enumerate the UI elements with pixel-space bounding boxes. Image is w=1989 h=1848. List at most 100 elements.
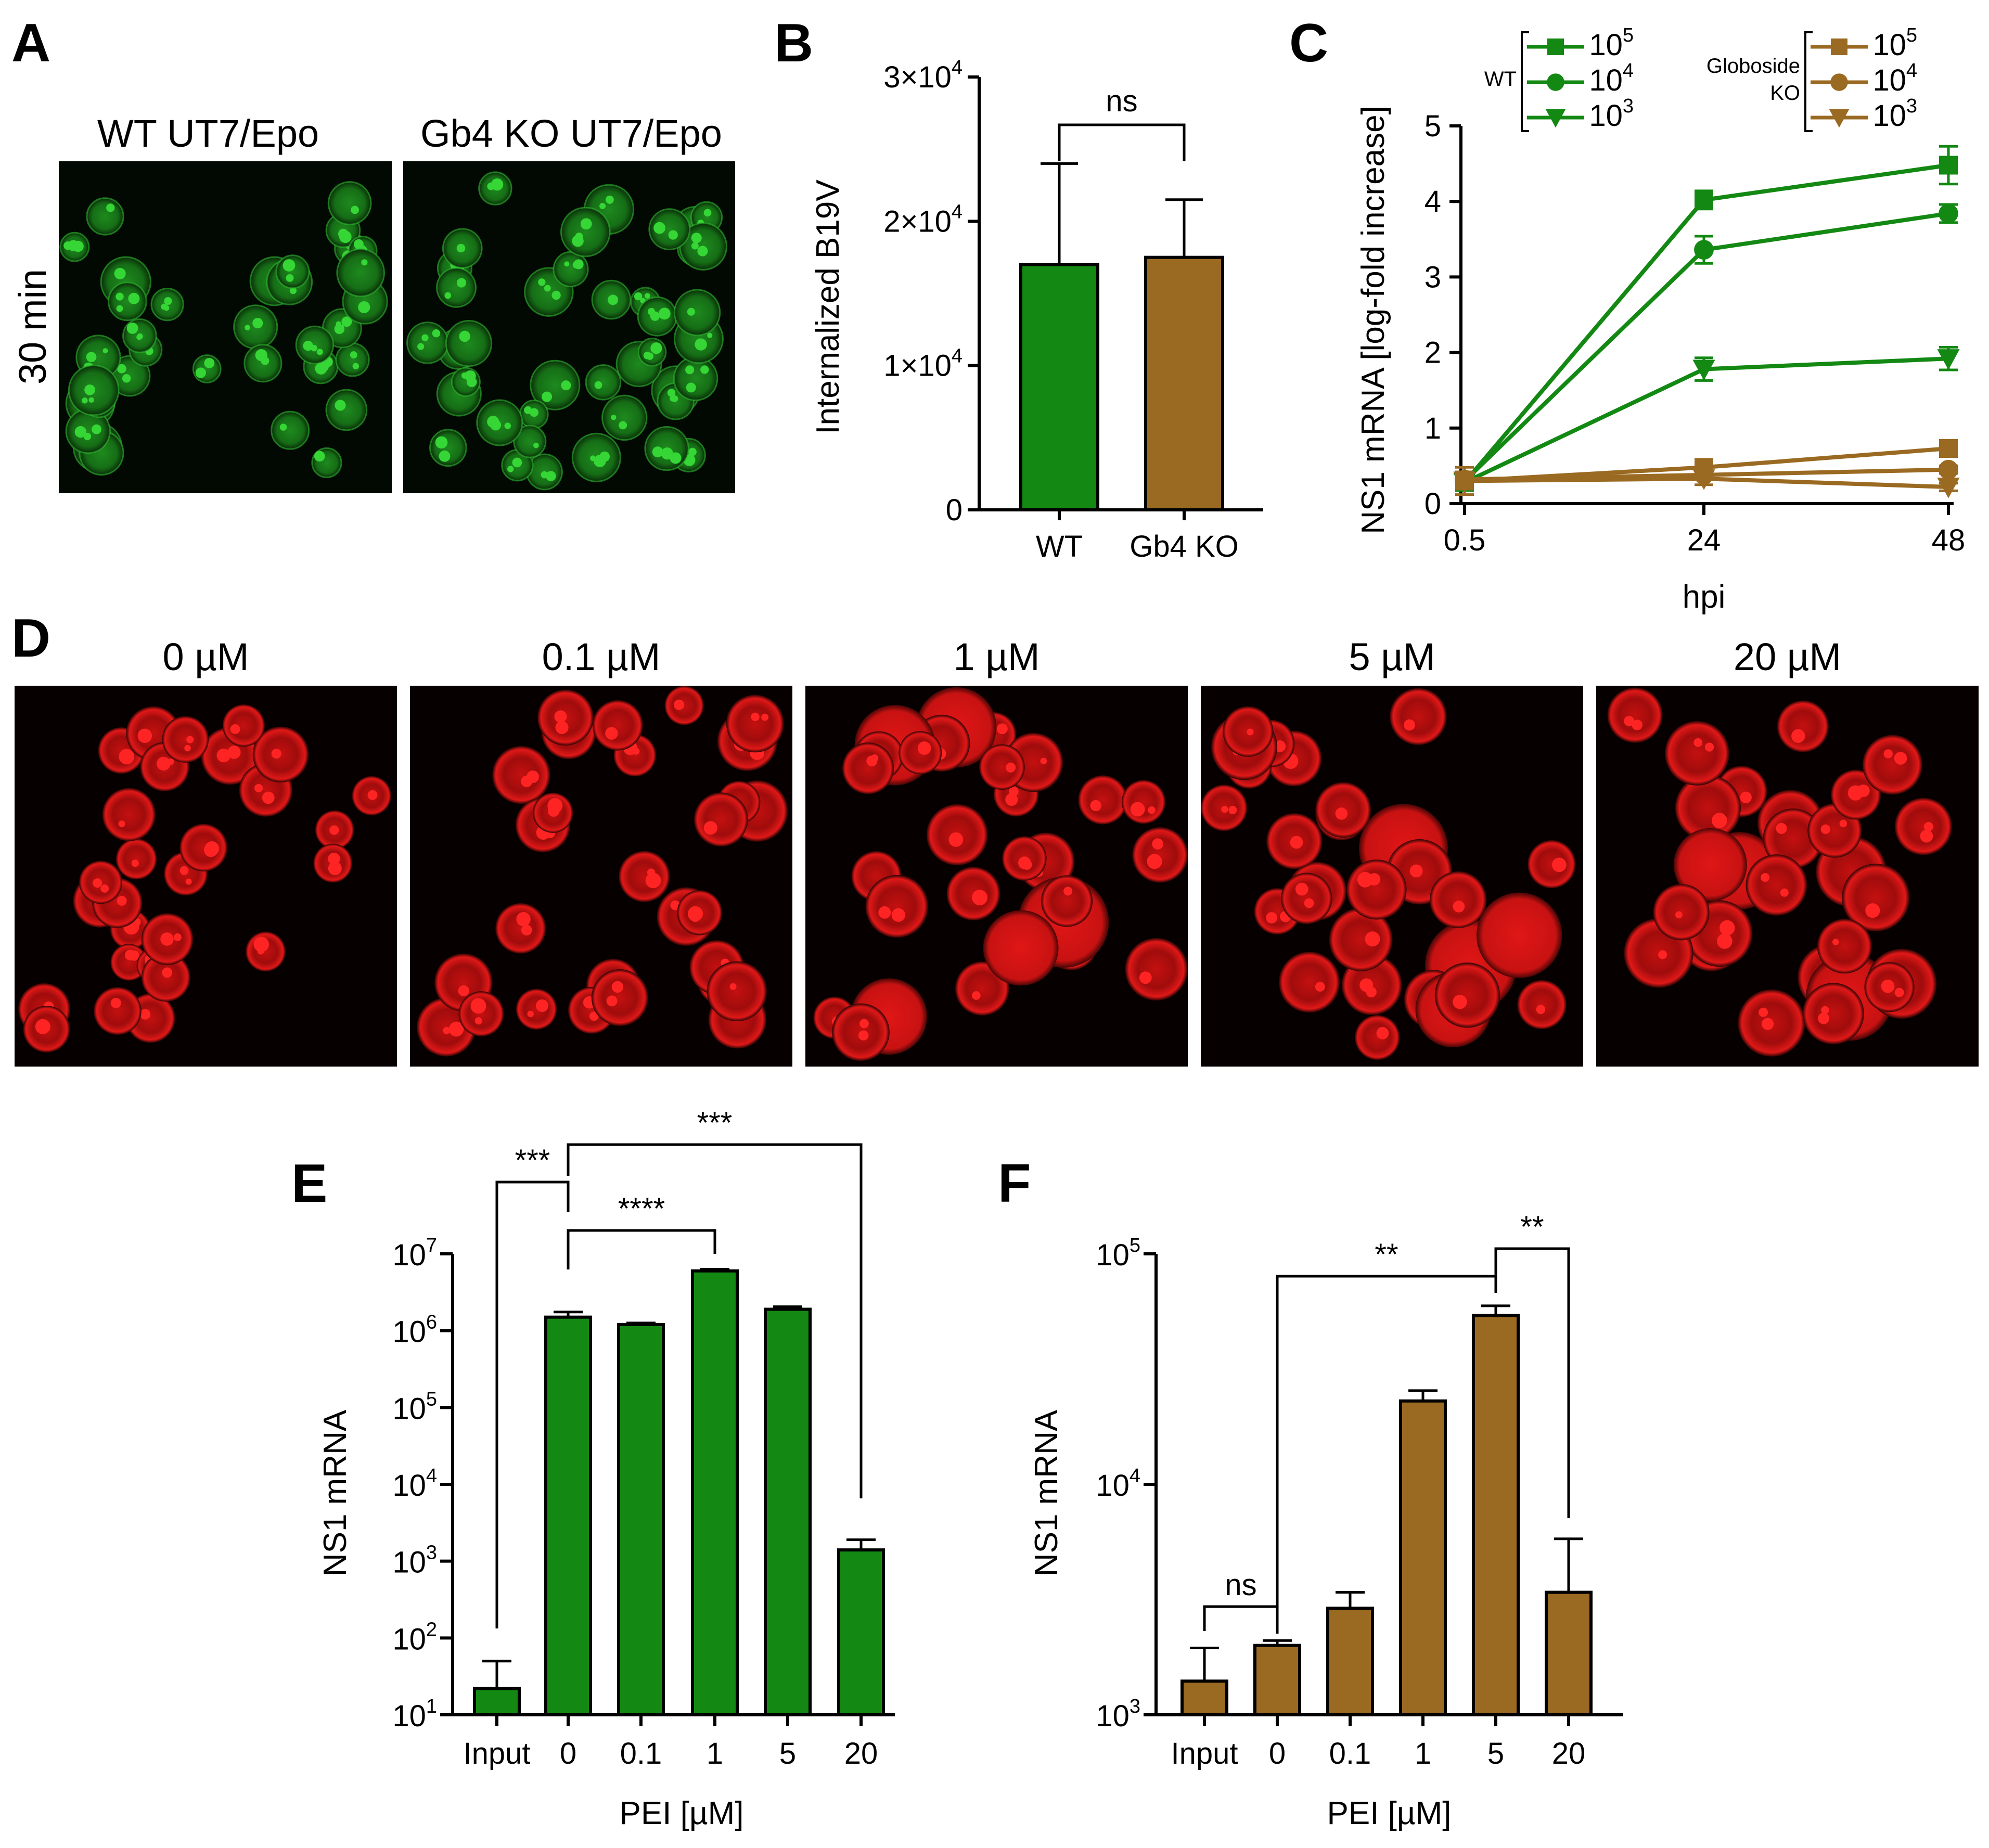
chart-c-ytick-label-3: 3 bbox=[1425, 260, 1441, 294]
red-spot bbox=[157, 756, 171, 771]
green-spot bbox=[456, 243, 466, 253]
green-spot bbox=[644, 293, 650, 299]
panel-label-e: E bbox=[291, 1153, 327, 1214]
green-spot bbox=[670, 395, 676, 402]
micrograph-red-1 bbox=[410, 686, 792, 1067]
red-cell bbox=[1429, 871, 1487, 928]
chart-e-ytick-label-6-base: 10 bbox=[392, 1238, 426, 1272]
chart-c-legend-label-5-exp: 3 bbox=[1906, 95, 1917, 117]
green-spot bbox=[316, 349, 323, 355]
chart-b-ytick-label-2-text: 2×104 bbox=[883, 201, 963, 238]
chart-c-legend-label-0: 105 bbox=[1589, 24, 1634, 62]
red-spot bbox=[1759, 1007, 1768, 1017]
chart-f-xtick-label-0: Input bbox=[1171, 1737, 1238, 1770]
red-spot bbox=[535, 999, 549, 1012]
red-cell bbox=[94, 987, 142, 1035]
green-spot bbox=[286, 274, 294, 282]
green-spot bbox=[707, 332, 713, 338]
chart-f-ytick-label-1-exp: 4 bbox=[1130, 1465, 1140, 1487]
green-spot bbox=[551, 290, 561, 300]
chart-e-ytick-label-1-base: 10 bbox=[392, 1622, 426, 1656]
chart-c-point-5-2 bbox=[1937, 478, 1960, 498]
chart-f-errorbar-4 bbox=[1481, 1304, 1510, 1316]
red-spot bbox=[1366, 986, 1377, 998]
red-spot bbox=[184, 745, 191, 752]
red-cell bbox=[707, 961, 767, 1022]
green-cell bbox=[585, 364, 622, 401]
green-spot bbox=[279, 424, 287, 431]
chart-e-ytick-label-1-exp: 2 bbox=[426, 1619, 437, 1640]
red-spot bbox=[878, 906, 891, 919]
red-spot bbox=[645, 872, 661, 889]
chart-e-ytick-label-6: 107 bbox=[392, 1235, 437, 1272]
green-cell bbox=[436, 267, 477, 308]
red-spot bbox=[1632, 720, 1642, 730]
green-spot bbox=[84, 384, 95, 395]
green-spot bbox=[86, 352, 97, 363]
green-cell bbox=[86, 197, 124, 236]
chart-c-legend-group-1-line-1: KO bbox=[1770, 82, 1800, 105]
green-spot bbox=[352, 363, 360, 370]
green-cell bbox=[648, 208, 691, 251]
red-spot bbox=[589, 1011, 599, 1021]
red-spot bbox=[1247, 728, 1254, 736]
panel-a: A WT UT7/Epo Gb4 KO UT7/Epo 30 min bbox=[11, 13, 735, 493]
chart-e-ytick-label-0-base: 10 bbox=[392, 1699, 426, 1733]
green-spot bbox=[652, 446, 663, 458]
red-spot bbox=[329, 825, 339, 835]
red-spot bbox=[516, 912, 531, 927]
red-spot bbox=[448, 1021, 464, 1037]
red-cell bbox=[1777, 700, 1829, 752]
chart-c-ytick-label-5: 5 bbox=[1425, 109, 1441, 143]
chart-c-line-0 bbox=[1462, 163, 1949, 484]
green-spot bbox=[691, 242, 699, 250]
chart-b-ytick-label-1-base: 1×10 bbox=[883, 349, 952, 383]
chart-f-ytick-label-1-base: 10 bbox=[1096, 1469, 1130, 1503]
green-spot bbox=[195, 367, 206, 378]
green-spot bbox=[466, 377, 477, 387]
red-spot bbox=[1675, 911, 1683, 919]
chart-f-ytick-label-2-base: 10 bbox=[1096, 1238, 1130, 1272]
green-spot bbox=[590, 455, 596, 461]
green-spot bbox=[303, 340, 313, 351]
green-cell bbox=[327, 181, 372, 225]
red-spot bbox=[253, 936, 269, 952]
chart-c-point-3-2 bbox=[1939, 439, 1958, 458]
chart-f-ytick-label-0-exp: 3 bbox=[1130, 1696, 1140, 1717]
red-spot bbox=[458, 985, 469, 996]
green-spot bbox=[163, 305, 170, 311]
chart-c-legend-label-3-text: 105 bbox=[1872, 24, 1917, 62]
chart-c-legend-label-1-text: 104 bbox=[1589, 60, 1634, 97]
red-spot bbox=[859, 1019, 869, 1029]
red-spot bbox=[262, 791, 275, 804]
chart-f-xtick-label-5: 20 bbox=[1552, 1737, 1586, 1770]
chart-f-ytick-label-0: 103 bbox=[1096, 1696, 1140, 1733]
red-spot bbox=[997, 723, 1008, 735]
green-spot bbox=[490, 419, 502, 431]
chart-f-errorbar-3 bbox=[1408, 1389, 1438, 1401]
red-cell bbox=[102, 788, 156, 841]
chart-c-legend-marker-5 bbox=[1829, 109, 1850, 128]
chart-e-ytick-label-4-text: 105 bbox=[392, 1388, 437, 1426]
red-spot bbox=[1717, 933, 1733, 949]
red-spot bbox=[1130, 802, 1145, 817]
chart-f-bar-1 bbox=[1253, 1644, 1301, 1717]
red-spot bbox=[1624, 716, 1635, 726]
red-spot bbox=[160, 932, 174, 946]
green-spot bbox=[670, 452, 682, 464]
chart-c-point-0-2 bbox=[1939, 156, 1958, 175]
chart-e-bar-3 bbox=[691, 1269, 739, 1717]
chart-c-point-4-2 bbox=[1939, 459, 1958, 480]
red-cell bbox=[842, 742, 894, 794]
red-cell bbox=[1894, 798, 1952, 855]
chart-e-bar-1 bbox=[544, 1315, 592, 1716]
micrograph-red-4 bbox=[1596, 686, 1979, 1067]
chart-b-ytick-label-3: 3×104 bbox=[883, 57, 963, 94]
red-spot bbox=[1404, 719, 1415, 731]
green-spot bbox=[341, 316, 352, 327]
red-cell bbox=[1121, 780, 1166, 824]
green-spot bbox=[703, 209, 712, 217]
green-spot bbox=[204, 358, 215, 368]
